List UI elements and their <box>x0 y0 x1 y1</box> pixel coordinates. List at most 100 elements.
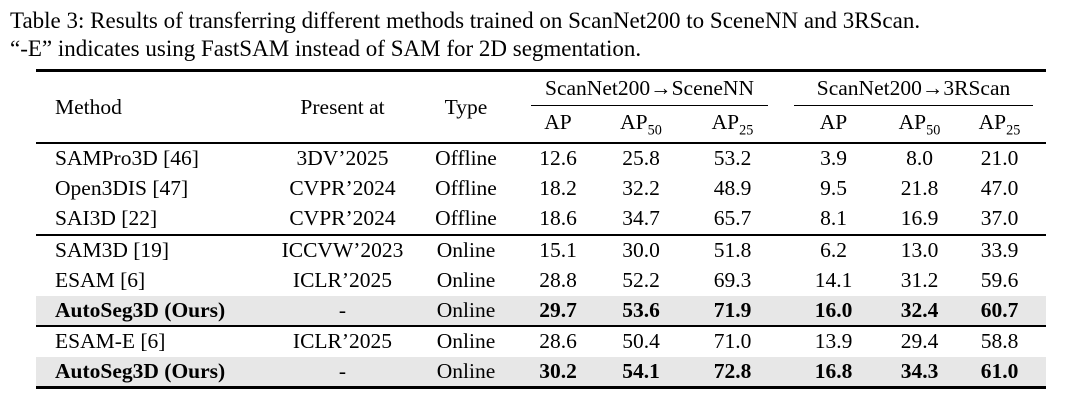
metric-value-cell: 69.3 <box>713 267 752 292</box>
metric-value-cell: 29.7 <box>539 297 577 322</box>
metric-value-cell: 25.8 <box>622 146 660 171</box>
metric-value-cell: 71.0 <box>684 325 781 357</box>
present-at-cell: ICCVW’2023 <box>271 233 414 265</box>
col-header-type: Type <box>414 69 518 144</box>
metric-value-cell: 53.6 <box>622 297 660 322</box>
type-cell: Offline <box>435 146 497 171</box>
col-group-scannet200-scenenn: ScanNet200→SceneNN <box>518 69 781 106</box>
type-cell: Online <box>414 233 518 265</box>
method-cell: ESAM [6] <box>55 267 146 292</box>
metric-value-cell: 8.1 <box>820 206 847 231</box>
type-cell: Online <box>414 356 518 389</box>
method-cell: AutoSeg3D (Ours) <box>55 297 226 322</box>
metric-value-cell: 28.8 <box>539 267 577 292</box>
metric-value-cell: 47.0 <box>980 176 1019 201</box>
col-header-ap50-3rscan: AP50 <box>886 106 953 144</box>
col-header-ap50-scenenn: AP50 <box>598 106 684 144</box>
metric-value-cell: 18.2 <box>539 176 577 201</box>
header-metric-row: AP AP50 AP25 AP AP50 AP25 <box>36 106 1046 144</box>
method-cell: Open3DIS [47] <box>55 176 189 201</box>
metric-value-cell: 3.9 <box>820 146 847 171</box>
metric-value-cell: 18.6 <box>539 206 577 231</box>
metric-value-cell: 32.4 <box>900 297 939 322</box>
metric-value-cell: 60.7 <box>980 297 1019 322</box>
present-at-cell: ICLR’2025 <box>292 267 393 292</box>
present-at-cell: 3DV’2025 <box>296 146 389 171</box>
present-at-cell: CVPR’2024 <box>289 176 396 201</box>
table-row-sai3d: SAI3D [22] CVPR’2024 Offline 18.6 34.7 6… <box>36 204 1046 235</box>
metric-value-cell: 65.7 <box>713 206 752 231</box>
metric-value-cell: 13.0 <box>886 233 953 265</box>
metric-value-cell: 12.6 <box>539 146 577 171</box>
method-cell: AutoSeg3D (Ours) <box>36 356 271 389</box>
metric-value-cell: 33.9 <box>953 233 1046 265</box>
group-label-scenenn: ScanNet200→SceneNN <box>531 76 768 106</box>
metric-value-cell: 14.1 <box>814 267 853 292</box>
metric-value-cell: 34.7 <box>622 206 660 231</box>
metric-value-cell: 16.9 <box>900 206 939 231</box>
col-header-ap25-3rscan: AP25 <box>953 106 1046 144</box>
metric-value-cell: 61.0 <box>953 356 1046 389</box>
metric-value-cell: 53.2 <box>713 146 752 171</box>
metric-value-cell: 6.2 <box>781 233 886 265</box>
table-caption: Table 3: Results of transferring differe… <box>0 0 1080 63</box>
method-cell: ESAM-E [6] <box>36 325 271 357</box>
col-header-ap-3rscan: AP <box>781 106 886 144</box>
col-group-scannet200-3rscan: ScanNet200→3RScan <box>781 69 1046 106</box>
metric-value-cell: 59.6 <box>980 267 1019 292</box>
method-cell: SAI3D [22] <box>55 206 158 231</box>
metric-value-cell: 30.2 <box>518 356 598 389</box>
table-body: SAMPro3D [46] 3DV’2025 Offline 12.6 25.8… <box>36 143 1046 389</box>
metric-value-cell: 51.8 <box>684 233 781 265</box>
results-table: Method Present at Type ScanNet200→SceneN… <box>36 69 1046 389</box>
metric-value-cell: 16.8 <box>781 356 886 389</box>
metric-value-cell: 48.9 <box>713 176 752 201</box>
metric-value-cell: 8.0 <box>906 146 933 171</box>
group-label-3rscan: ScanNet200→3RScan <box>794 76 1033 106</box>
metric-value-cell: 58.8 <box>953 325 1046 357</box>
metric-value-cell: 50.4 <box>598 325 684 357</box>
table-row-esam: ESAM [6] ICLR’2025 Online 28.8 52.2 69.3… <box>36 265 1046 296</box>
metric-value-cell: 54.1 <box>598 356 684 389</box>
metric-value-cell: 9.5 <box>820 176 847 201</box>
metric-value-cell: 28.6 <box>518 325 598 357</box>
table-row-autoseg3d-ours-2: AutoSeg3D (Ours) - Online 30.2 54.1 72.8… <box>36 356 1046 389</box>
col-header-present-at: Present at <box>271 69 414 144</box>
metric-value-cell: 34.3 <box>886 356 953 389</box>
table-row-sam3d: SAM3D [19] ICCVW’2023 Online 15.1 30.0 5… <box>36 233 1046 265</box>
metric-value-cell: 71.9 <box>713 297 752 322</box>
table-row-esam-e: ESAM-E [6] ICLR’2025 Online 28.6 50.4 71… <box>36 325 1046 357</box>
type-cell: Online <box>414 325 518 357</box>
col-header-ap25-scenenn: AP25 <box>684 106 781 144</box>
header-group-row: Method Present at Type ScanNet200→SceneN… <box>36 69 1046 144</box>
table-header: Method Present at Type ScanNet200→SceneN… <box>36 69 1046 144</box>
metric-value-cell: 72.8 <box>684 356 781 389</box>
metric-value-cell: 31.2 <box>900 267 939 292</box>
col-header-method: Method <box>36 69 271 144</box>
table-row-sampro3d: SAMPro3D [46] 3DV’2025 Offline 12.6 25.8… <box>36 143 1046 174</box>
type-cell: Online <box>436 267 496 292</box>
col-header-ap-scenenn: AP <box>518 106 598 144</box>
method-cell: SAM3D [19] <box>36 233 271 265</box>
metric-value-cell: 52.2 <box>622 267 660 292</box>
type-cell: Online <box>436 297 496 322</box>
metric-value-cell: 15.1 <box>518 233 598 265</box>
present-at-cell: - <box>338 297 347 322</box>
caption-line-2: “-E” indicates using FastSAM instead of … <box>10 36 642 61</box>
type-cell: Offline <box>435 176 497 201</box>
metric-value-cell: 32.2 <box>622 176 660 201</box>
present-at-cell: - <box>271 356 414 389</box>
table-row-autoseg3d-ours-1: AutoSeg3D (Ours) - Online 29.7 53.6 71.9… <box>36 295 1046 326</box>
metric-value-cell: 30.0 <box>598 233 684 265</box>
method-cell: SAMPro3D [46] <box>55 146 199 171</box>
metric-value-cell: 16.0 <box>814 297 853 322</box>
present-at-cell: CVPR’2024 <box>289 206 396 231</box>
metric-value-cell: 21.8 <box>900 176 939 201</box>
metric-value-cell: 13.9 <box>781 325 886 357</box>
type-cell: Offline <box>435 206 497 231</box>
caption-line-1: Table 3: Results of transferring differe… <box>10 8 921 33</box>
metric-value-cell: 37.0 <box>980 206 1019 231</box>
present-at-cell: ICLR’2025 <box>271 325 414 357</box>
metric-value-cell: 21.0 <box>980 146 1019 171</box>
